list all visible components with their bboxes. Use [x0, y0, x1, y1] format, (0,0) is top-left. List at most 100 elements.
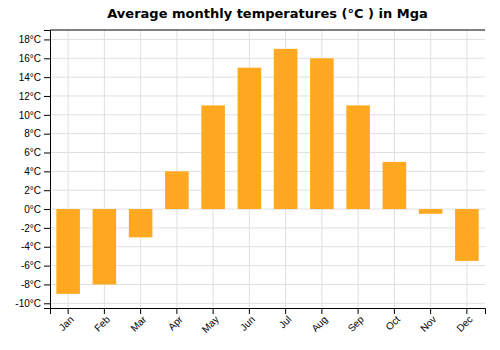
- tick: 16°C: [19, 53, 50, 64]
- tick: 10°C: [19, 110, 50, 121]
- tick: -2°C: [21, 223, 50, 234]
- tick-label: Sep: [346, 313, 367, 334]
- grid: [50, 30, 485, 308]
- title: Average monthly temperatures (°C ) in Mg…: [107, 6, 427, 21]
- tick-label: 8°C: [24, 128, 41, 139]
- grid-line: [50, 95, 485, 96]
- tick-mark: [44, 77, 50, 78]
- tick-mark: [44, 153, 50, 154]
- tick-mark: [430, 308, 431, 314]
- tick-label: 0°C: [24, 204, 41, 215]
- tick-mark: [394, 308, 395, 314]
- bar: [201, 105, 225, 209]
- tick: 14°C: [19, 72, 50, 83]
- tick-label: Aug: [309, 314, 329, 334]
- bar: [56, 209, 80, 294]
- grid-line: [50, 58, 485, 59]
- tick-mark: [44, 284, 50, 285]
- tick-mark: [44, 96, 50, 97]
- tick-mark: [44, 115, 50, 116]
- tick-mark: [249, 308, 250, 314]
- tick-mark: [285, 308, 286, 314]
- tick-label: Mar: [128, 313, 148, 333]
- tick: Jan: [57, 308, 76, 333]
- grid-line: [50, 303, 485, 304]
- tick-label: 4°C: [24, 166, 41, 177]
- bar: [455, 209, 479, 261]
- tick-label: Dec: [454, 314, 474, 334]
- tick-label: 18°C: [19, 34, 41, 45]
- bar: [346, 105, 370, 209]
- tick-mark: [321, 308, 322, 314]
- tick-label: 6°C: [24, 147, 41, 158]
- tick: 8°C: [24, 128, 50, 139]
- tick-mark: [44, 171, 50, 172]
- tick-mark: [358, 308, 359, 314]
- tick: Dec: [454, 308, 474, 334]
- tick-mark: [44, 303, 50, 304]
- tick-label: Jan: [57, 314, 76, 333]
- tick-label: May: [200, 314, 221, 335]
- grid-line: [50, 171, 485, 172]
- tick-label: 2°C: [24, 185, 41, 196]
- tick: -4°C: [21, 241, 50, 252]
- tick-mark: [44, 134, 50, 135]
- grid-line: [50, 114, 485, 115]
- tick-mark: [44, 247, 50, 248]
- grid-line: [50, 190, 485, 191]
- grid-line: [50, 39, 485, 40]
- tick-label: 10°C: [19, 110, 41, 121]
- tick: Jul: [277, 308, 294, 330]
- tick: -10°C: [15, 298, 50, 309]
- bars: [56, 49, 478, 294]
- bar: [238, 68, 262, 209]
- tick-label: -2°C: [21, 223, 41, 234]
- tick: 12°C: [19, 91, 50, 102]
- tick-mark: [140, 308, 141, 314]
- tick-label: Apr: [166, 313, 185, 332]
- tick: 0°C: [24, 204, 50, 215]
- tick-mark: [44, 58, 50, 59]
- tick: Jun: [238, 308, 257, 333]
- tick-mark: [68, 308, 69, 314]
- tick: 18°C: [19, 34, 50, 45]
- tick-mark: [44, 209, 50, 210]
- bar: [419, 209, 443, 214]
- tick-label: Jul: [277, 314, 294, 331]
- grid-line: [50, 77, 485, 78]
- tick: -6°C: [21, 260, 50, 271]
- tick-mark: [466, 308, 467, 314]
- tick-mark: [44, 39, 50, 40]
- chart: -10°C -8°C -6°C -4°C -2°C 0°C 2°C 4°C 6°C 8°C 10°C…: [0, 0, 500, 350]
- tick-mark: [176, 308, 177, 314]
- bar: [165, 171, 189, 209]
- tick: Sep: [346, 308, 367, 334]
- tick-mark: [44, 266, 50, 267]
- bar: [310, 58, 334, 209]
- grid-line: [50, 152, 485, 153]
- bar: [93, 209, 117, 284]
- tick-label: 14°C: [19, 72, 41, 83]
- tick-mark: [104, 308, 105, 314]
- tick: Nov: [418, 308, 438, 334]
- grid-line: [50, 133, 485, 134]
- tick-label: Oct: [383, 314, 402, 333]
- grid-line: [466, 30, 467, 308]
- tick-mark: [44, 228, 50, 229]
- axis-line: [44, 31, 51, 309]
- tick-mark: [44, 190, 50, 191]
- tick-label: 12°C: [19, 91, 41, 102]
- bar: [274, 49, 298, 209]
- tick-mark: [213, 308, 214, 314]
- frame-line: [50, 30, 485, 31]
- tick: May: [200, 308, 221, 335]
- grid-line: [176, 30, 177, 308]
- tick: -8°C: [21, 279, 50, 290]
- grid-line: [430, 30, 431, 308]
- tick-label: -6°C: [21, 260, 41, 271]
- tick: Aug: [309, 308, 329, 334]
- tick-label: -10°C: [15, 298, 41, 309]
- tick: 6°C: [24, 147, 50, 158]
- tick: Feb: [92, 308, 112, 334]
- grid-line: [140, 30, 141, 308]
